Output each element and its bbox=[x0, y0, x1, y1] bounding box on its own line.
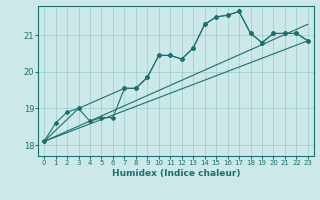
X-axis label: Humidex (Indice chaleur): Humidex (Indice chaleur) bbox=[112, 169, 240, 178]
